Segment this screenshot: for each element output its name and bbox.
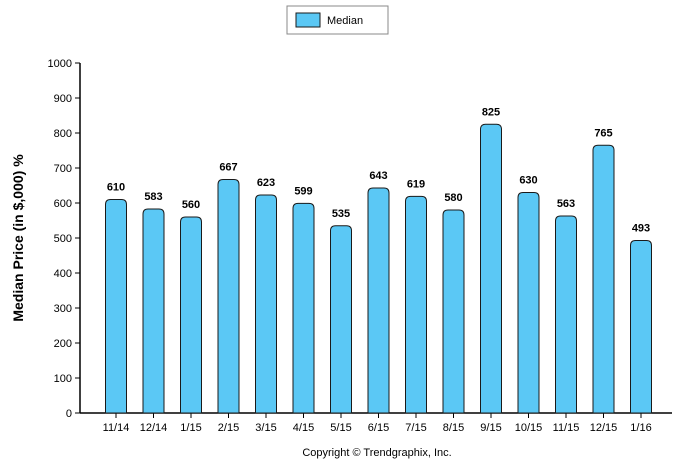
- x-tick-label: 3/15: [255, 422, 276, 434]
- bar-group: 560: [180, 199, 202, 414]
- bar: [255, 194, 277, 414]
- x-tick-label: 10/15: [515, 422, 543, 434]
- y-tick-label: 600: [54, 198, 72, 210]
- y-tick-label: 300: [54, 303, 72, 315]
- legend: Median: [286, 5, 389, 35]
- bar: [405, 195, 427, 414]
- data-label: 630: [519, 175, 537, 187]
- bar-group: 563: [555, 198, 577, 414]
- data-label: 619: [407, 178, 425, 190]
- bar: [592, 144, 615, 414]
- bar: [517, 192, 540, 414]
- bar: [105, 199, 127, 414]
- x-tick-label: 1/16: [630, 422, 651, 434]
- x-tick-label: 1/15: [180, 422, 201, 434]
- x-tick-label: 2/15: [218, 422, 239, 434]
- data-label: 599: [294, 185, 312, 197]
- y-tick-label: 800: [54, 128, 72, 140]
- data-label: 535: [332, 208, 350, 220]
- y-tick-label: 400: [54, 268, 72, 280]
- bar: [142, 208, 165, 414]
- data-label: 667: [219, 162, 237, 174]
- copyright-text: Copyright © Trendgraphix, Inc.: [302, 447, 451, 459]
- bar: [555, 215, 577, 414]
- bar-group: 630: [517, 175, 540, 414]
- legend-swatch: [295, 12, 321, 28]
- data-label: 583: [144, 191, 162, 203]
- bar: [630, 239, 652, 414]
- bar: [367, 187, 390, 414]
- bar: [480, 123, 502, 414]
- bar-group: 583: [142, 191, 165, 414]
- bar: [442, 209, 465, 414]
- data-label: 563: [557, 198, 575, 210]
- x-tick-label: 4/15: [293, 422, 314, 434]
- x-tick-label: 11/15: [553, 422, 580, 434]
- data-label: 765: [594, 127, 612, 139]
- y-tick-label: 1000: [48, 58, 72, 70]
- axes: 0 100 200 300 400 500 600 700 800 900 1000 11/14 12/…: [48, 58, 672, 434]
- bar-group: 535: [330, 208, 352, 414]
- x-tick-label: 12/15: [590, 422, 618, 434]
- x-tick-label: 8/15: [443, 422, 464, 434]
- x-tick-label: 12/14: [140, 422, 168, 434]
- bar-group: 825: [480, 106, 502, 414]
- bar-group: 623: [255, 177, 277, 414]
- data-label: 580: [444, 192, 462, 204]
- data-label: 560: [182, 199, 200, 211]
- x-tick-label: 5/15: [330, 422, 351, 434]
- bar: [217, 179, 240, 414]
- bar-group: 619: [405, 178, 427, 414]
- y-tick-label: 0: [66, 408, 72, 420]
- data-label: 493: [632, 222, 650, 234]
- y-tick-label: 500: [54, 233, 72, 245]
- data-label: 610: [107, 182, 125, 194]
- data-label: 643: [369, 170, 387, 182]
- data-label: 623: [257, 177, 275, 189]
- bar-group: 667: [217, 162, 240, 414]
- bar-group: 580: [442, 192, 465, 414]
- y-tick-label: 900: [54, 93, 72, 105]
- bar: [180, 216, 202, 414]
- y-axis-label: Median Price (in $,000) %: [10, 154, 26, 322]
- y-tick-label: 700: [54, 163, 72, 175]
- x-tick-label: 6/15: [368, 422, 389, 434]
- bar: [330, 225, 352, 414]
- x-tick-label: 9/15: [480, 422, 501, 434]
- bar-group: 610: [105, 182, 127, 414]
- bar: [292, 202, 315, 414]
- legend-label: Median: [327, 15, 363, 27]
- x-tick-label: 11/14: [103, 422, 130, 434]
- y-tick-label: 100: [54, 373, 72, 385]
- bar-group: 765: [592, 127, 615, 414]
- bars: 610 583 560 667 623 599 535 643 619 580 825 630 563 7…: [105, 106, 652, 414]
- y-tick-label: 200: [54, 338, 72, 350]
- data-label: 825: [482, 106, 500, 118]
- bar-group: 643: [367, 170, 390, 414]
- bar-group: 493: [630, 222, 652, 414]
- x-tick-label: 7/15: [405, 422, 426, 434]
- bar-group: 599: [292, 185, 315, 414]
